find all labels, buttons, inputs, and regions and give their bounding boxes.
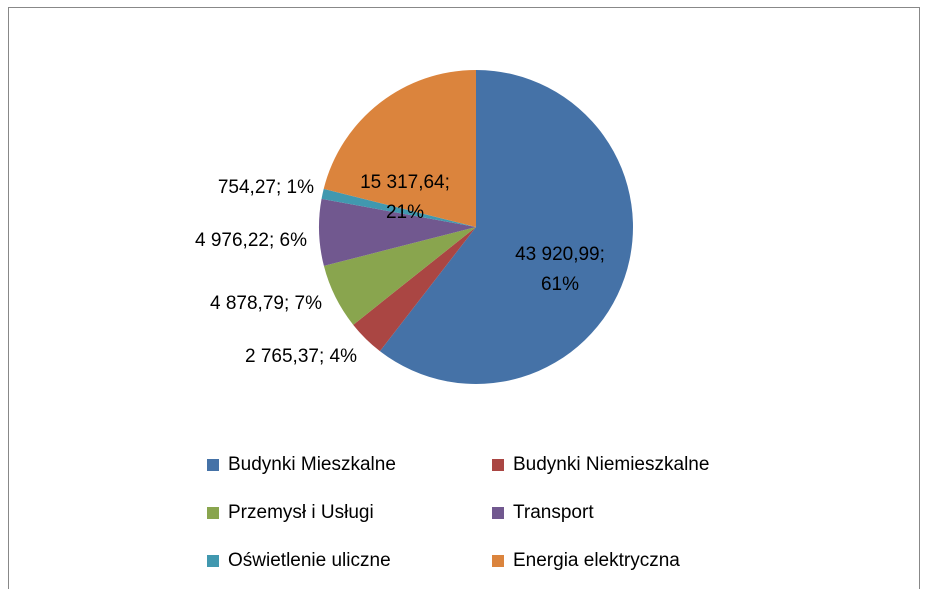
legend-swatch <box>492 555 504 567</box>
legend-label: Oświetlenie uliczne <box>228 550 391 571</box>
pie-slice <box>323 70 476 227</box>
legend-swatch <box>207 459 219 471</box>
pie-slice <box>319 198 476 266</box>
legend-swatch <box>207 555 219 567</box>
data-label: 43 920,99; 61% <box>515 244 605 295</box>
pie-slice <box>379 70 634 384</box>
pie-slice <box>323 227 476 325</box>
data-label: 2 765,37; 4% <box>245 346 357 367</box>
legend-label: Budynki Mieszkalne <box>228 454 396 475</box>
pie-slice <box>353 227 476 352</box>
data-label: 4 976,22; 6% <box>195 230 307 251</box>
legend-label: Przemysł i Usługi <box>228 502 374 523</box>
legend-swatch <box>207 507 219 519</box>
legend-swatch <box>492 507 504 519</box>
pie-slice <box>321 188 476 227</box>
data-label: 4 878,79; 7% <box>210 293 322 314</box>
legend-label: Energia elektryczna <box>513 550 680 571</box>
legend-swatch <box>492 459 504 471</box>
legend-label: Transport <box>513 502 594 523</box>
data-label: 754,27; 1% <box>218 177 314 198</box>
data-label: 15 317,64; 21% <box>360 172 450 223</box>
legend-label: Budynki Niemieszkalne <box>513 454 709 475</box>
